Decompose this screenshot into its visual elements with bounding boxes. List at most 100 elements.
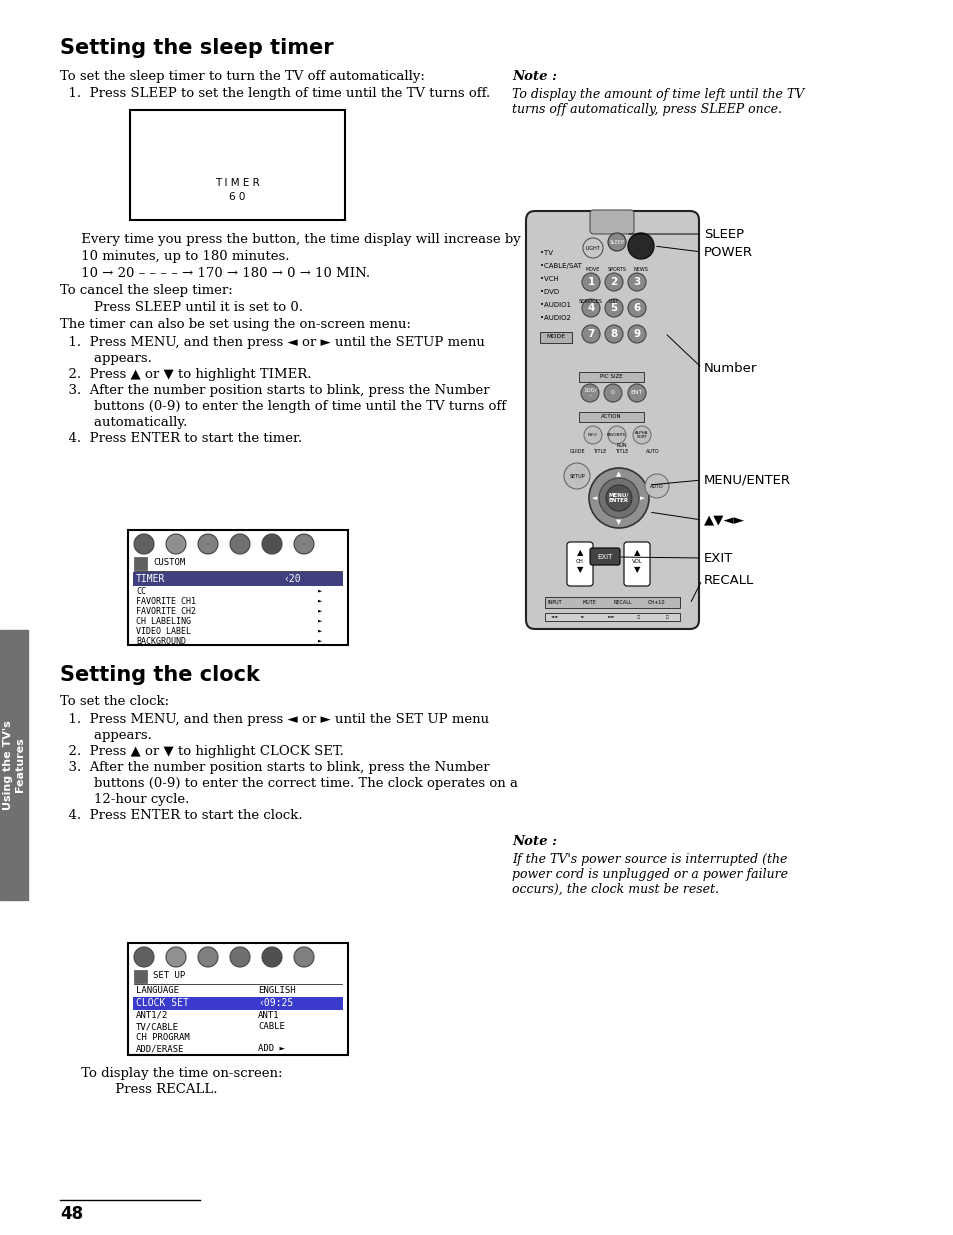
Circle shape	[627, 384, 645, 403]
Text: ►: ►	[579, 615, 585, 619]
Text: 7: 7	[587, 329, 594, 338]
Text: 48: 48	[60, 1205, 83, 1223]
Text: Press RECALL.: Press RECALL.	[60, 1083, 217, 1095]
Text: 0: 0	[611, 390, 615, 395]
Text: POWER: POWER	[703, 246, 752, 258]
Text: AUTO: AUTO	[645, 450, 659, 454]
Text: CH LABELING: CH LABELING	[136, 618, 191, 626]
Text: ⏮: ⏮	[636, 615, 640, 619]
Text: LANGUAGE: LANGUAGE	[136, 986, 179, 995]
Text: ►: ►	[639, 495, 645, 501]
Text: CC: CC	[136, 587, 146, 597]
Circle shape	[294, 534, 314, 555]
Circle shape	[166, 534, 186, 555]
Text: 1.  Press MENU, and then press ◄ or ► until the SET UP menu: 1. Press MENU, and then press ◄ or ► unt…	[60, 713, 489, 726]
Text: ►: ►	[317, 597, 322, 603]
Text: Every time you press the button, the time display will increase by: Every time you press the button, the tim…	[60, 233, 520, 246]
Text: buttons (0-9) to enter the correct time. The clock operates on a: buttons (0-9) to enter the correct time.…	[60, 777, 517, 790]
Circle shape	[581, 273, 599, 291]
Bar	[539, 332, 572, 343]
Text: 100/
–: 100/ –	[582, 388, 597, 399]
Circle shape	[580, 384, 598, 403]
Text: ►: ►	[317, 627, 322, 634]
Text: ‹20: ‹20	[283, 574, 300, 584]
Text: GUIDE: GUIDE	[570, 450, 585, 454]
Text: To display the amount of time left until the TV: To display the amount of time left until…	[512, 88, 803, 101]
Text: BACKGROUND: BACKGROUND	[136, 637, 186, 646]
Text: ADD ►: ADD ►	[257, 1044, 285, 1053]
Circle shape	[604, 299, 622, 317]
Text: •TV: •TV	[539, 249, 553, 256]
Text: Press SLEEP until it is set to 0.: Press SLEEP until it is set to 0.	[60, 301, 303, 314]
Text: automatically.: automatically.	[60, 416, 187, 429]
Circle shape	[627, 325, 645, 343]
Text: ▲: ▲	[577, 548, 582, 557]
Bar	[544, 597, 679, 608]
Text: To set the clock:: To set the clock:	[60, 695, 169, 708]
Text: 6 0: 6 0	[229, 191, 246, 203]
Text: FAVORITE: FAVORITE	[606, 433, 626, 437]
Circle shape	[198, 534, 218, 555]
Text: MOVE: MOVE	[585, 267, 599, 272]
FancyBboxPatch shape	[623, 542, 649, 585]
Circle shape	[607, 426, 625, 445]
Text: ►: ►	[317, 587, 322, 593]
Circle shape	[230, 947, 250, 967]
Text: NEWS: NEWS	[633, 267, 648, 272]
Bar	[578, 372, 643, 382]
Text: CH+10: CH+10	[648, 599, 665, 604]
Text: LIST: LIST	[608, 299, 618, 304]
Circle shape	[598, 478, 639, 517]
Text: ACTION: ACTION	[600, 415, 620, 420]
Text: PIC SIZE: PIC SIZE	[599, 374, 621, 379]
Text: 1.  Press MENU, and then press ◄ or ► until the SETUP menu: 1. Press MENU, and then press ◄ or ► unt…	[60, 336, 484, 350]
Circle shape	[607, 233, 625, 251]
Text: CUSTOM: CUSTOM	[152, 558, 185, 567]
Circle shape	[604, 273, 622, 291]
Text: 1: 1	[587, 277, 594, 287]
Bar	[133, 557, 147, 571]
Circle shape	[627, 233, 654, 259]
Text: ►: ►	[317, 618, 322, 622]
FancyBboxPatch shape	[566, 542, 593, 585]
Text: SPORTS: SPORTS	[607, 267, 626, 272]
Bar	[0, 630, 28, 900]
Text: ‹09:25: ‹09:25	[257, 998, 293, 1008]
Text: VIDEO LABEL: VIDEO LABEL	[136, 627, 191, 636]
Bar	[133, 969, 147, 983]
Circle shape	[294, 947, 314, 967]
Text: 4: 4	[587, 303, 594, 312]
Text: appears.: appears.	[60, 352, 152, 366]
Circle shape	[581, 325, 599, 343]
Text: ◄◄: ◄◄	[551, 615, 558, 619]
Text: ◄: ◄	[592, 495, 598, 501]
Text: ►►: ►►	[607, 615, 614, 619]
Circle shape	[133, 534, 153, 555]
Text: •AUDIO2: •AUDIO2	[539, 315, 570, 321]
Text: 3.  After the number position starts to blink, press the Number: 3. After the number position starts to b…	[60, 384, 489, 396]
Text: EXIT: EXIT	[703, 552, 733, 564]
Text: ▲: ▲	[616, 471, 621, 477]
Circle shape	[583, 426, 601, 445]
Text: ▼: ▼	[577, 566, 582, 574]
Text: ANT1: ANT1	[257, 1011, 279, 1020]
Bar	[132, 997, 343, 1010]
Text: ENT: ENT	[630, 390, 642, 395]
Text: ▲: ▲	[633, 548, 639, 557]
Text: 4.  Press ENTER to start the clock.: 4. Press ENTER to start the clock.	[60, 809, 302, 823]
Text: 8: 8	[610, 329, 617, 338]
Text: AUTO: AUTO	[650, 483, 663, 489]
Circle shape	[581, 299, 599, 317]
Text: MENU/
ENTER: MENU/ ENTER	[608, 493, 629, 504]
Text: The timer can also be set using the on-screen menu:: The timer can also be set using the on-s…	[60, 317, 411, 331]
Text: 2.  Press ▲ or ▼ to highlight TIMER.: 2. Press ▲ or ▼ to highlight TIMER.	[60, 368, 312, 382]
Text: •AUDIO1: •AUDIO1	[539, 303, 571, 308]
Text: 10 minutes, up to 180 minutes.: 10 minutes, up to 180 minutes.	[60, 249, 289, 263]
Text: 1.  Press SLEEP to set the length of time until the TV turns off.: 1. Press SLEEP to set the length of time…	[60, 86, 490, 100]
Circle shape	[633, 426, 650, 445]
Text: INFO: INFO	[587, 433, 598, 437]
Circle shape	[604, 325, 622, 343]
Bar	[132, 572, 343, 585]
Circle shape	[262, 947, 282, 967]
Text: Using the TV's
Features: Using the TV's Features	[3, 720, 25, 810]
